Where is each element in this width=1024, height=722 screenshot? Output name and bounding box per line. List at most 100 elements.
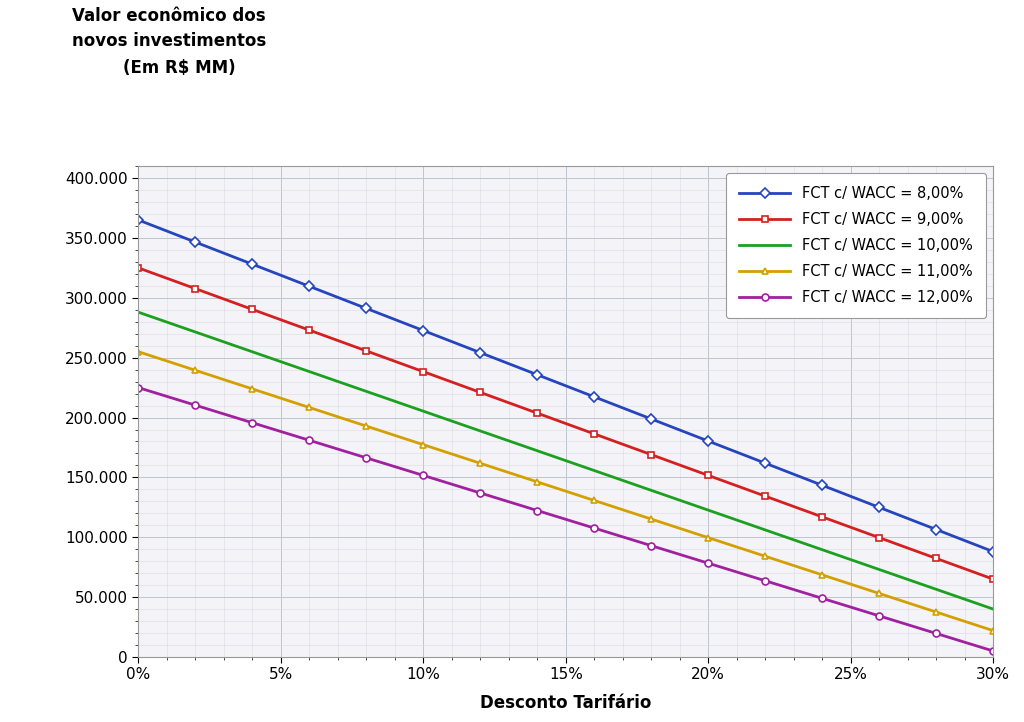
- FCT c/ WACC = 10,00%: [217, 337, 229, 346]
- FCT c/ WACC = 11,00%: [674, 524, 686, 533]
- FCT c/ WACC = 9,00%: [360, 347, 373, 355]
- FCT c/ WACC = 8,00%: [901, 514, 913, 523]
- Line: FCT c/ WACC = 11,00%: FCT c/ WACC = 11,00%: [135, 348, 996, 634]
- FCT c/ WACC = 12,00%: [445, 480, 458, 489]
- FCT c/ WACC = 10,00%: [445, 417, 458, 425]
- FCT c/ WACC = 11,00%: [132, 347, 144, 356]
- FCT c/ WACC = 12,00%: [987, 647, 999, 656]
- FCT c/ WACC = 12,00%: [901, 620, 913, 629]
- FCT c/ WACC = 9,00%: [816, 513, 828, 521]
- FCT c/ WACC = 12,00%: [816, 594, 828, 603]
- FCT c/ WACC = 10,00%: [616, 476, 629, 484]
- FCT c/ WACC = 11,00%: [616, 505, 629, 514]
- FCT c/ WACC = 10,00%: [873, 565, 886, 574]
- FCT c/ WACC = 10,00%: [189, 328, 202, 336]
- FCT c/ WACC = 9,00%: [987, 575, 999, 583]
- FCT c/ WACC = 9,00%: [588, 430, 600, 438]
- FCT c/ WACC = 11,00%: [987, 627, 999, 635]
- FCT c/ WACC = 9,00%: [274, 316, 287, 324]
- FCT c/ WACC = 11,00%: [787, 561, 800, 570]
- FCT c/ WACC = 10,00%: [958, 595, 971, 604]
- FCT c/ WACC = 9,00%: [474, 388, 486, 396]
- FCT c/ WACC = 10,00%: [246, 347, 258, 356]
- FCT c/ WACC = 11,00%: [559, 487, 571, 495]
- FCT c/ WACC = 10,00%: [588, 466, 600, 475]
- FCT c/ WACC = 8,00%: [987, 547, 999, 556]
- FCT c/ WACC = 9,00%: [417, 367, 429, 376]
- FCT c/ WACC = 12,00%: [702, 559, 715, 567]
- FCT c/ WACC = 9,00%: [246, 305, 258, 313]
- FCT c/ WACC = 12,00%: [246, 418, 258, 427]
- FCT c/ WACC = 10,00%: [417, 406, 429, 415]
- FCT c/ WACC = 12,00%: [503, 497, 515, 506]
- FCT c/ WACC = 10,00%: [389, 397, 401, 406]
- FCT c/ WACC = 9,00%: [901, 544, 913, 552]
- FCT c/ WACC = 11,00%: [417, 440, 429, 449]
- FCT c/ WACC = 10,00%: [674, 496, 686, 505]
- FCT c/ WACC = 12,00%: [303, 436, 315, 445]
- FCT c/ WACC = 8,00%: [702, 437, 715, 445]
- FCT c/ WACC = 8,00%: [616, 404, 629, 412]
- FCT c/ WACC = 8,00%: [417, 326, 429, 335]
- Line: FCT c/ WACC = 12,00%: FCT c/ WACC = 12,00%: [135, 384, 996, 655]
- FCT c/ WACC = 8,00%: [787, 470, 800, 479]
- FCT c/ WACC = 8,00%: [217, 249, 229, 258]
- FCT c/ WACC = 12,00%: [274, 427, 287, 436]
- FCT c/ WACC = 10,00%: [759, 526, 771, 534]
- FCT c/ WACC = 12,00%: [845, 603, 857, 612]
- FCT c/ WACC = 12,00%: [417, 471, 429, 479]
- Line: FCT c/ WACC = 10,00%: FCT c/ WACC = 10,00%: [138, 312, 993, 609]
- FCT c/ WACC = 11,00%: [332, 412, 344, 421]
- FCT c/ WACC = 8,00%: [132, 216, 144, 225]
- FCT c/ WACC = 10,00%: [332, 377, 344, 386]
- FCT c/ WACC = 9,00%: [445, 378, 458, 386]
- FCT c/ WACC = 10,00%: [474, 427, 486, 435]
- X-axis label: Desconto Tarifário: Desconto Tarifário: [480, 694, 651, 712]
- FCT c/ WACC = 11,00%: [845, 580, 857, 588]
- FCT c/ WACC = 8,00%: [588, 393, 600, 401]
- FCT c/ WACC = 11,00%: [246, 385, 258, 393]
- FCT c/ WACC = 12,00%: [930, 629, 942, 638]
- FCT c/ WACC = 9,00%: [930, 554, 942, 562]
- FCT c/ WACC = 9,00%: [873, 534, 886, 542]
- FCT c/ WACC = 10,00%: [702, 506, 715, 515]
- FCT c/ WACC = 8,00%: [445, 337, 458, 346]
- FCT c/ WACC = 11,00%: [930, 608, 942, 617]
- FCT c/ WACC = 8,00%: [531, 370, 544, 379]
- FCT c/ WACC = 10,00%: [730, 516, 742, 524]
- FCT c/ WACC = 12,00%: [531, 506, 544, 515]
- FCT c/ WACC = 10,00%: [787, 536, 800, 544]
- FCT c/ WACC = 12,00%: [161, 392, 173, 401]
- FCT c/ WACC = 10,00%: [816, 545, 828, 554]
- FCT c/ WACC = 10,00%: [559, 456, 571, 465]
- FCT c/ WACC = 12,00%: [360, 453, 373, 462]
- FCT c/ WACC = 9,00%: [303, 326, 315, 334]
- FCT c/ WACC = 9,00%: [759, 492, 771, 500]
- FCT c/ WACC = 11,00%: [958, 617, 971, 626]
- FCT c/ WACC = 8,00%: [161, 227, 173, 235]
- FCT c/ WACC = 10,00%: [274, 357, 287, 366]
- FCT c/ WACC = 9,00%: [332, 336, 344, 345]
- FCT c/ WACC = 12,00%: [873, 612, 886, 620]
- FCT c/ WACC = 9,00%: [503, 399, 515, 407]
- FCT c/ WACC = 10,00%: [132, 308, 144, 316]
- FCT c/ WACC = 8,00%: [816, 481, 828, 490]
- FCT c/ WACC = 8,00%: [759, 459, 771, 468]
- FCT c/ WACC = 8,00%: [303, 282, 315, 291]
- FCT c/ WACC = 9,00%: [389, 357, 401, 365]
- FCT c/ WACC = 11,00%: [161, 357, 173, 365]
- FCT c/ WACC = 11,00%: [445, 450, 458, 458]
- FCT c/ WACC = 10,00%: [303, 367, 315, 376]
- FCT c/ WACC = 8,00%: [645, 414, 657, 423]
- FCT c/ WACC = 10,00%: [930, 585, 942, 593]
- FCT c/ WACC = 11,00%: [873, 589, 886, 598]
- FCT c/ WACC = 11,00%: [189, 366, 202, 375]
- FCT c/ WACC = 8,00%: [389, 315, 401, 323]
- FCT c/ WACC = 12,00%: [645, 542, 657, 550]
- FCT c/ WACC = 11,00%: [730, 543, 742, 552]
- FCT c/ WACC = 11,00%: [474, 459, 486, 468]
- FCT c/ WACC = 11,00%: [503, 469, 515, 477]
- FCT c/ WACC = 8,00%: [274, 271, 287, 279]
- Text: novos investimentos: novos investimentos: [72, 32, 266, 51]
- FCT c/ WACC = 11,00%: [389, 431, 401, 440]
